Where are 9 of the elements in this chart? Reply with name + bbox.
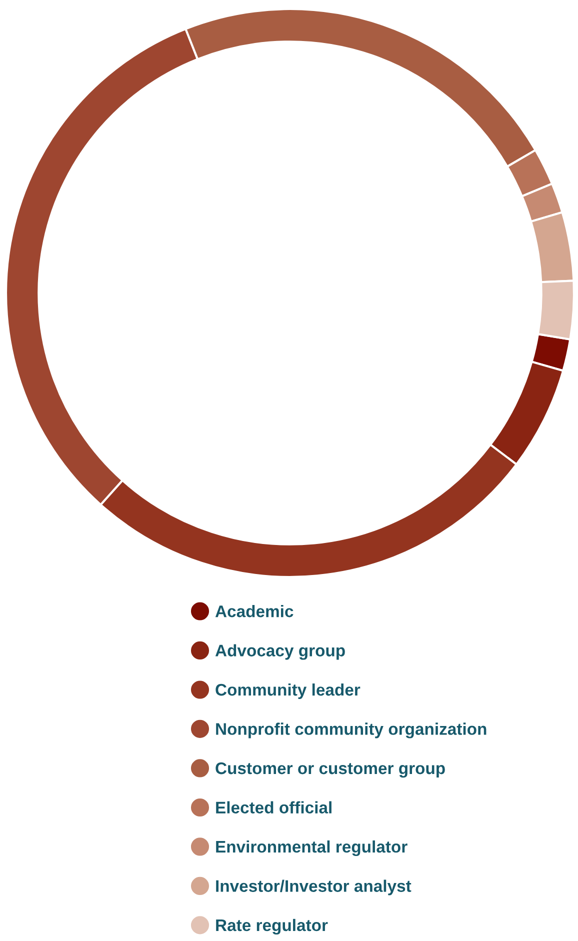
legend-label: Academic <box>215 605 294 618</box>
legend-label: Advocacy group <box>215 644 345 660</box>
legend-label: Elected official <box>216 801 332 814</box>
legend-label: Investor/Investor analyst <box>216 880 412 896</box>
legend-label: Community leader <box>216 683 360 700</box>
legend-label: Rate regulator <box>216 918 328 935</box>
legend-label: Customer or customer group <box>216 762 445 778</box>
legend-label: Environmental regulator <box>216 840 408 856</box>
legend-label: Nonprofit community organization <box>216 722 486 738</box>
